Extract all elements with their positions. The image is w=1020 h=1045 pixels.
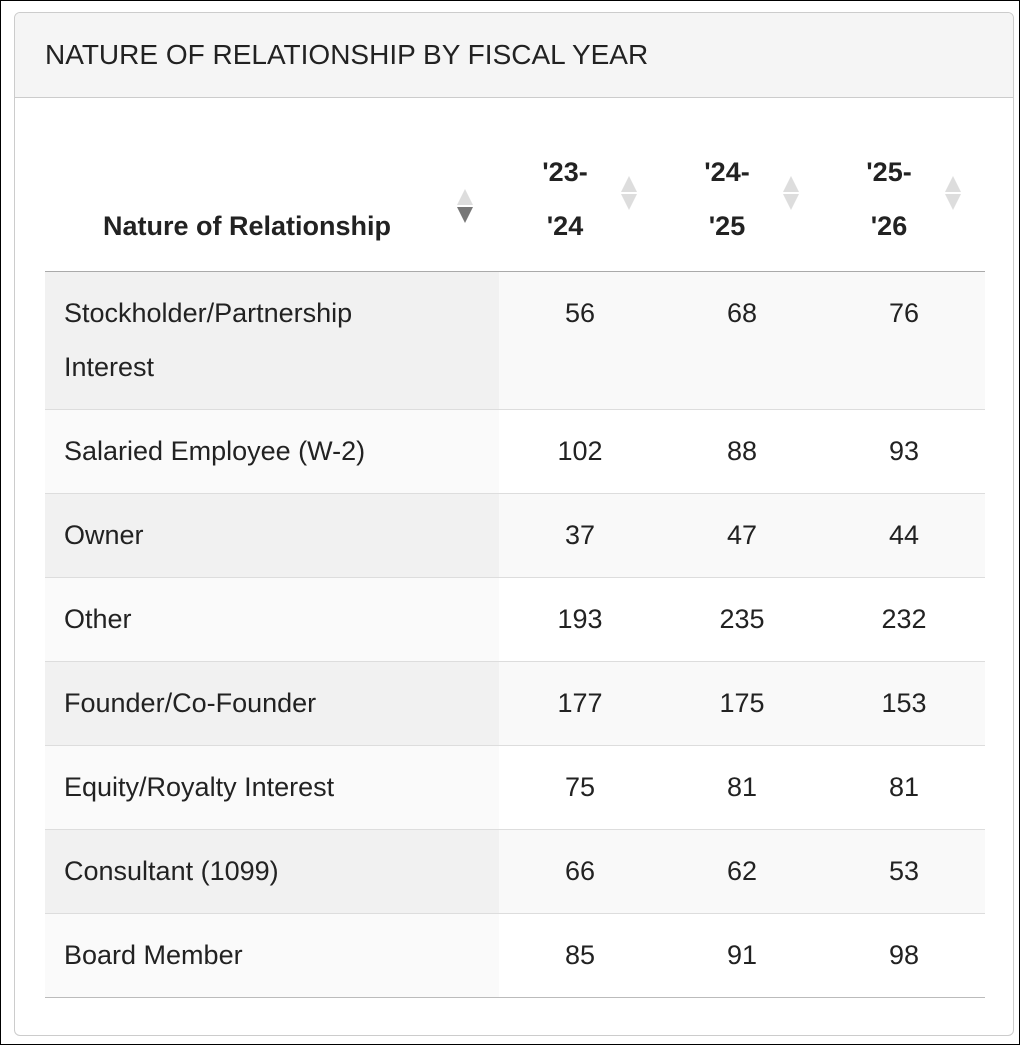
column-header-year-2[interactable]: '24-'25 [661,141,823,272]
count-cell: 98 [823,913,985,998]
relationship-cell: Salaried Employee (W-2) [45,409,499,494]
count-cell: 193 [499,577,661,662]
sort-icon[interactable] [457,189,473,223]
panel-title: NATURE OF RELATIONSHIP BY FISCAL YEAR [15,13,1013,98]
column-header-label: Nature of Relationship [102,211,392,241]
relationship-cell: Board Member [45,913,499,998]
table-row: Equity/Royalty Interest 75 81 81 [45,745,985,830]
count-cell: 44 [823,493,985,578]
count-cell: 62 [661,829,823,914]
table-row: Founder/Co-Founder 177 175 153 [45,661,985,746]
count-cell: 88 [661,409,823,494]
relationship-table: Nature of Relationship '23-'24 '24-'25 '25-… [45,141,985,998]
table-row: Owner 37 47 44 [45,493,985,578]
column-header-label: '25-'26 [866,157,912,241]
count-cell: 37 [499,493,661,578]
relationship-cell: Other [45,577,499,662]
column-header-year-1[interactable]: '23-'24 [499,141,661,272]
count-cell: 81 [823,745,985,830]
count-cell: 93 [823,409,985,494]
table-row: Board Member 85 91 98 [45,913,985,998]
count-cell: 75 [499,745,661,830]
column-header-label: '24-'25 [704,157,750,241]
relationship-cell: Owner [45,493,499,578]
relationship-cell: Founder/Co-Founder [45,661,499,746]
relationship-panel: NATURE OF RELATIONSHIP BY FISCAL YEAR Na… [14,12,1014,1036]
count-cell: 53 [823,829,985,914]
count-cell: 175 [661,661,823,746]
count-cell: 102 [499,409,661,494]
relationship-cell: Equity/Royalty Interest [45,745,499,830]
count-cell: 235 [661,577,823,662]
table-row: Salaried Employee (W-2) 102 88 93 [45,409,985,494]
sort-icon[interactable] [945,176,961,210]
count-cell: 76 [823,271,985,410]
relationship-cell: Consultant (1099) [45,829,499,914]
count-cell: 68 [661,271,823,410]
count-cell: 232 [823,577,985,662]
count-cell: 153 [823,661,985,746]
count-cell: 47 [661,493,823,578]
relationship-cell: Stockholder/Partnership Interest [45,271,499,410]
column-header-year-3[interactable]: '25-'26 [823,141,985,272]
count-cell: 177 [499,661,661,746]
sort-icon[interactable] [621,176,637,210]
sort-icon[interactable] [783,176,799,210]
table-row: Stockholder/Partnership Interest 56 68 76 [45,271,985,410]
column-header-nature[interactable]: Nature of Relationship [45,141,499,272]
count-cell: 66 [499,829,661,914]
count-cell: 85 [499,913,661,998]
column-header-label: '23-'24 [542,157,588,241]
count-cell: 56 [499,271,661,410]
count-cell: 81 [661,745,823,830]
table-row: Other 193 235 232 [45,577,985,662]
table-row: Consultant (1099) 66 62 53 [45,829,985,914]
count-cell: 91 [661,913,823,998]
